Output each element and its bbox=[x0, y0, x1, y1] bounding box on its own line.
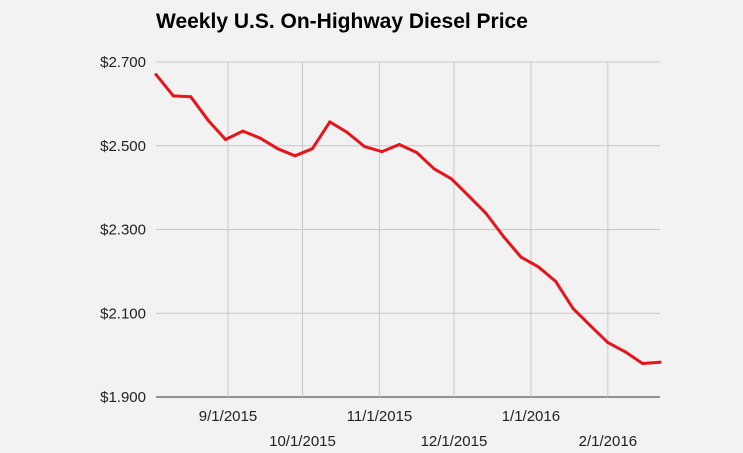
data-point bbox=[588, 324, 592, 328]
data-point bbox=[641, 362, 645, 365]
series-layer bbox=[154, 73, 662, 365]
y-axis-tick-labels: $1.900 $2.100 $2.300 $2.500 $2.700 bbox=[100, 54, 146, 406]
data-point bbox=[467, 194, 471, 198]
y-tick-label: $2.500 bbox=[100, 138, 146, 155]
data-point bbox=[171, 94, 175, 98]
data-point bbox=[415, 150, 419, 154]
data-point bbox=[397, 142, 401, 146]
data-point bbox=[484, 212, 488, 216]
x-gridlines bbox=[227, 62, 609, 397]
y-tick-label: $1.900 bbox=[100, 389, 146, 406]
data-point bbox=[293, 154, 297, 158]
data-point bbox=[189, 95, 193, 99]
data-point bbox=[206, 118, 210, 122]
y-tick-label: $2.700 bbox=[100, 54, 146, 71]
data-point bbox=[554, 279, 558, 283]
y-tick-label: $2.300 bbox=[100, 222, 146, 239]
data-point bbox=[606, 341, 610, 345]
data-point bbox=[519, 255, 523, 259]
data-point bbox=[241, 129, 245, 133]
data-point bbox=[380, 150, 384, 154]
x-tick-label: 2/1/2016 bbox=[579, 433, 637, 450]
x-tick-label: 9/1/2015 bbox=[199, 408, 257, 425]
data-point bbox=[276, 147, 280, 151]
data-point bbox=[363, 145, 367, 149]
data-point bbox=[623, 350, 627, 354]
chart-title: Weekly U.S. On-Highway Diesel Price bbox=[156, 10, 528, 33]
data-point bbox=[224, 137, 228, 141]
data-point bbox=[154, 73, 158, 77]
data-point bbox=[536, 265, 540, 269]
y-gridlines bbox=[156, 61, 660, 398]
x-tick-label: 12/1/2015 bbox=[421, 433, 488, 450]
data-point bbox=[432, 167, 436, 171]
data-point bbox=[502, 235, 506, 239]
data-point bbox=[258, 136, 262, 140]
data-point bbox=[328, 120, 332, 124]
data-point bbox=[658, 360, 662, 364]
x-tick-label: 10/1/2015 bbox=[269, 433, 336, 450]
data-point bbox=[449, 177, 453, 181]
y-tick-label: $2.100 bbox=[100, 305, 146, 322]
x-tick-label: 11/1/2015 bbox=[347, 408, 413, 425]
x-axis-tick-labels: 9/1/2015 10/1/2015 11/1/2015 12/1/2015 1/1/2… bbox=[199, 408, 637, 450]
x-tick-label: 1/1/2016 bbox=[502, 408, 560, 425]
series-line bbox=[154, 73, 662, 365]
data-point bbox=[345, 130, 349, 134]
data-point bbox=[310, 147, 314, 151]
data-point bbox=[571, 307, 575, 311]
